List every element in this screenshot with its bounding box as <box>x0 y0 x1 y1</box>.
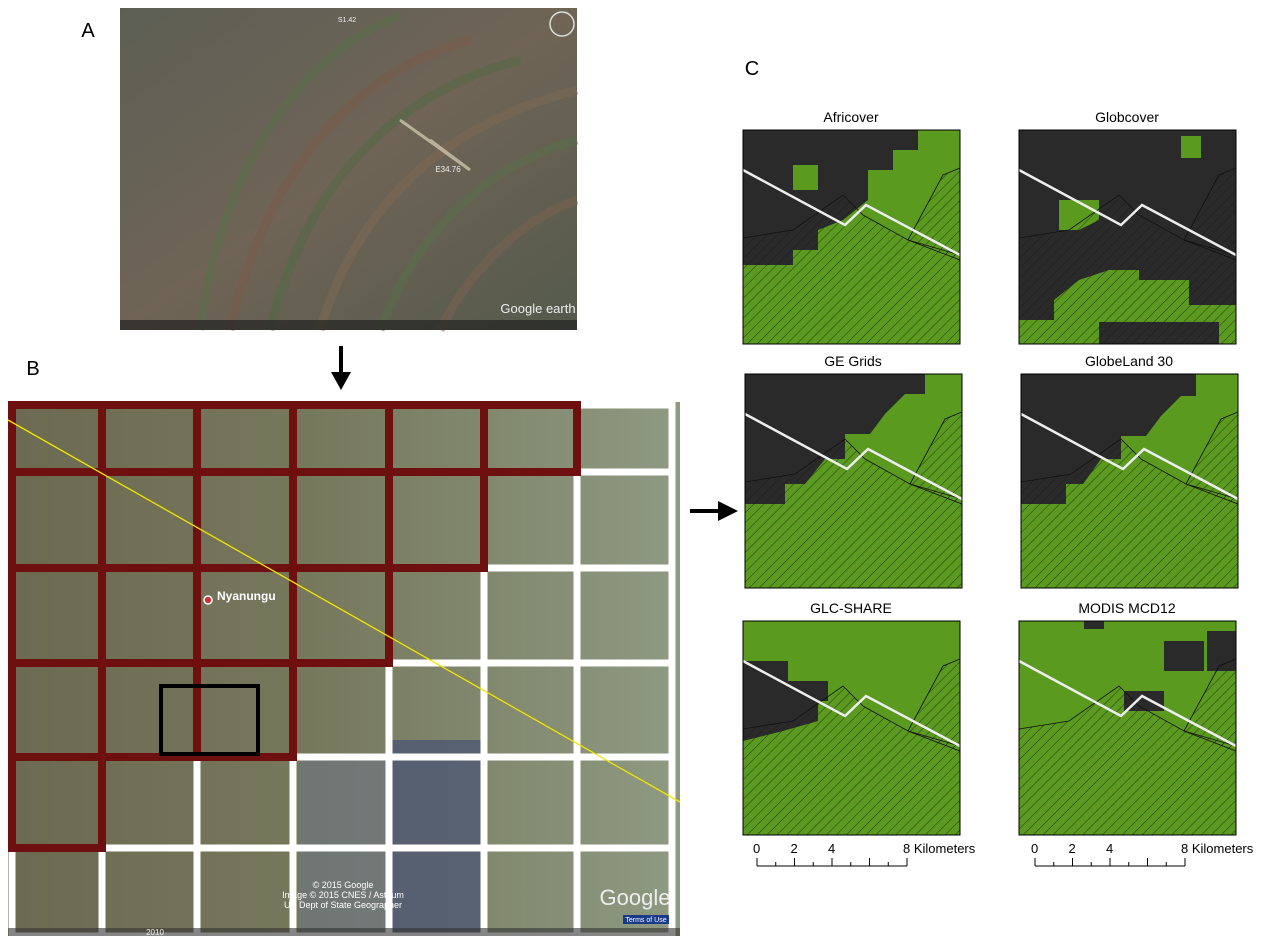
map-title: GLC-SHARE <box>810 600 892 616</box>
panel-label: C <box>745 58 759 80</box>
attribution: US Dept of State Geographer <box>284 900 402 910</box>
panel-label: B <box>26 358 39 380</box>
map-text: S1.42 <box>338 17 356 24</box>
scale-label: 0 <box>753 841 760 856</box>
map-title: Africover <box>823 109 879 125</box>
cropland-area <box>793 165 818 190</box>
scale-bar: 0 2 4 8 Kilometers <box>1031 841 1254 866</box>
map-title: GE Grids <box>824 353 882 369</box>
attribution: © 2015 Google <box>313 880 374 890</box>
map-title: MODIS MCD12 <box>1078 600 1175 616</box>
map-title: Globcover <box>1095 109 1159 125</box>
land-cover-map <box>1019 130 1236 344</box>
land-cover-map <box>743 130 960 344</box>
scale-label: 2 <box>1069 841 1076 856</box>
satellite-image-a: S1.42 E34.76 Google earth <box>120 8 577 330</box>
scale-label: 2 <box>791 841 798 856</box>
attribution: Image © 2015 CNES / Astrium <box>282 890 404 900</box>
scale-label: 8 Kilometers <box>1181 841 1254 856</box>
terms-link[interactable]: Terms of Use <box>625 917 666 924</box>
noncrop-area <box>1164 641 1204 671</box>
scale-label: 8 Kilometers <box>903 841 976 856</box>
land-cover-map <box>1019 621 1236 835</box>
map-logo: Google <box>600 885 671 910</box>
map-title: GlobeLand 30 <box>1085 353 1173 369</box>
status-bar <box>8 928 680 936</box>
land-cover-map <box>743 621 960 835</box>
map-panels: Africover Globcover GE Grids GlobeLand 30 GL… <box>743 109 1254 866</box>
scale-label: 0 <box>1031 841 1038 856</box>
place-marker <box>204 596 212 604</box>
figure: A B C S1.42 E34.76 Google earth Nyanungu… <box>0 0 1262 936</box>
place-label: Nyanungu <box>217 589 276 603</box>
map-text: E34.76 <box>435 165 461 174</box>
scale-label: 4 <box>1106 841 1113 856</box>
cropland-area <box>1181 136 1201 158</box>
panel-label: A <box>81 20 95 42</box>
noncrop-area <box>1084 621 1104 629</box>
land-cover-map <box>1021 374 1238 588</box>
scale-bar: 0 2 4 8 Kilometers <box>753 841 976 866</box>
imagery-year: 2010 <box>146 928 164 936</box>
scale-label: 4 <box>828 841 835 856</box>
figure-canvas: A B C S1.42 E34.76 Google earth Nyanungu… <box>0 0 1262 936</box>
map-logo: Google earth <box>500 301 575 316</box>
land-cover-map <box>745 374 962 588</box>
